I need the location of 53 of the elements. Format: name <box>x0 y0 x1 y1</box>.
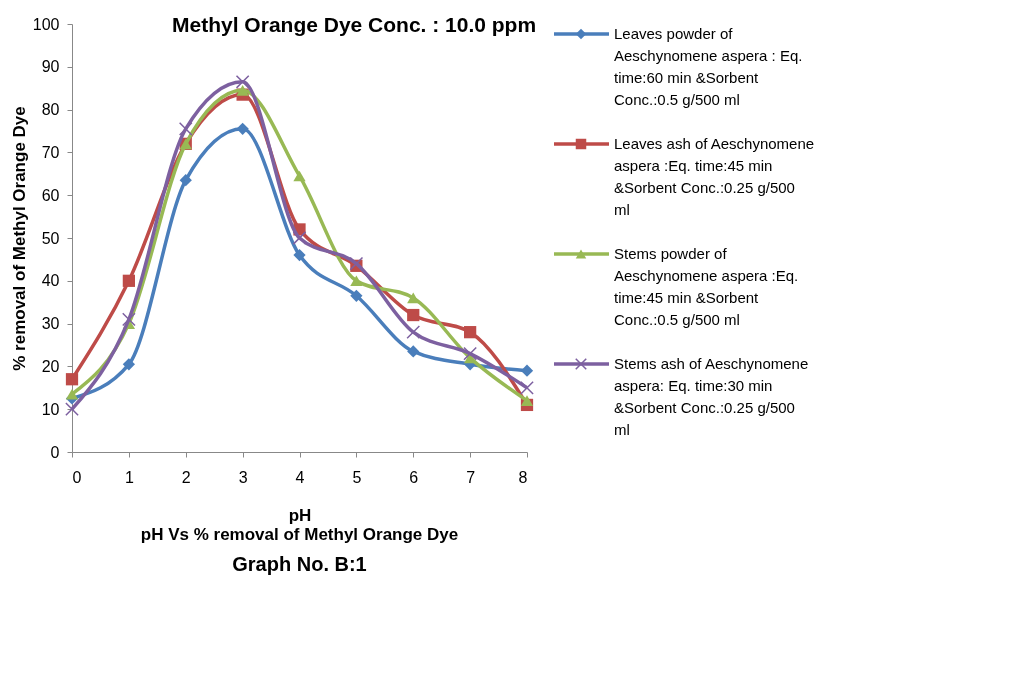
point <box>65 402 79 417</box>
point <box>520 395 534 406</box>
point <box>178 121 193 136</box>
y-tick-label: 30 <box>41 315 60 333</box>
x-axis-title: pH <box>288 505 312 525</box>
point <box>350 275 363 287</box>
y-tick-label: 10 <box>41 400 60 418</box>
y-tick-label: 40 <box>41 272 60 290</box>
point <box>235 74 250 89</box>
x-tick-label: 7 <box>466 468 476 486</box>
y-tick-label: 80 <box>41 101 60 119</box>
x-tick-label: 5 <box>352 468 362 486</box>
point <box>520 364 534 377</box>
point <box>236 85 249 96</box>
point <box>406 325 421 340</box>
y-tick-label: 60 <box>41 186 60 204</box>
legend-label: Leaves powder of Aeschynomene aspera : Eq. time:60 min &Sorbent Conc.:0.5 g/500 ml <box>614 25 803 108</box>
point <box>122 358 135 371</box>
point <box>350 289 363 302</box>
point <box>293 170 306 182</box>
y-axis-title: % removal of Methyl Orange Dye <box>9 106 29 371</box>
point <box>122 312 136 327</box>
point <box>236 122 249 135</box>
point <box>122 274 135 287</box>
point <box>407 345 420 358</box>
point <box>292 231 307 245</box>
point <box>463 346 477 361</box>
point <box>179 174 192 187</box>
y-tick-label: 20 <box>41 357 60 375</box>
x-tick-label: 8 <box>518 468 528 486</box>
legend-label: Stems ash of Aeschynomene aspera: Eq. time:30 min &Sorbent Conc.:0.25 g/500 ml <box>614 355 809 438</box>
text: Graph No. B:1 <box>232 553 367 575</box>
point <box>520 380 534 395</box>
chart-title: Methyl Orange Dye Conc. : 10.0 ppm <box>172 13 537 36</box>
x-tick-label: 0 <box>72 468 82 486</box>
point <box>65 373 79 386</box>
y-tick-label: 100 <box>32 15 60 33</box>
text: pH Vs % removal of Methyl Orange Dye <box>140 525 459 544</box>
point <box>464 326 477 339</box>
point <box>65 388 79 400</box>
y-tick-label: 70 <box>41 143 60 161</box>
x-tick-label: 4 <box>295 468 305 486</box>
point <box>407 308 420 322</box>
x-tick-label: 3 <box>238 468 248 486</box>
y-tick-label: 50 <box>41 229 60 247</box>
legend-label: Leaves ash of Aeschynomene aspera :Eq. time:45 min &Sorbent Conc.:0.25 g/500 ml <box>614 135 815 218</box>
y-tick-label: 90 <box>41 58 60 76</box>
legend-label: Stems powder of Aeschynomene aspera :Eq. time:45 min &Sorbent Conc.:0.5 g/500 ml <box>614 245 799 328</box>
x-tick-label: 1 <box>124 468 134 486</box>
x-tick-label: 2 <box>181 468 191 486</box>
y-tick-label: 0 <box>50 443 60 461</box>
x-tick-label: 6 <box>409 468 419 486</box>
point <box>293 249 306 262</box>
